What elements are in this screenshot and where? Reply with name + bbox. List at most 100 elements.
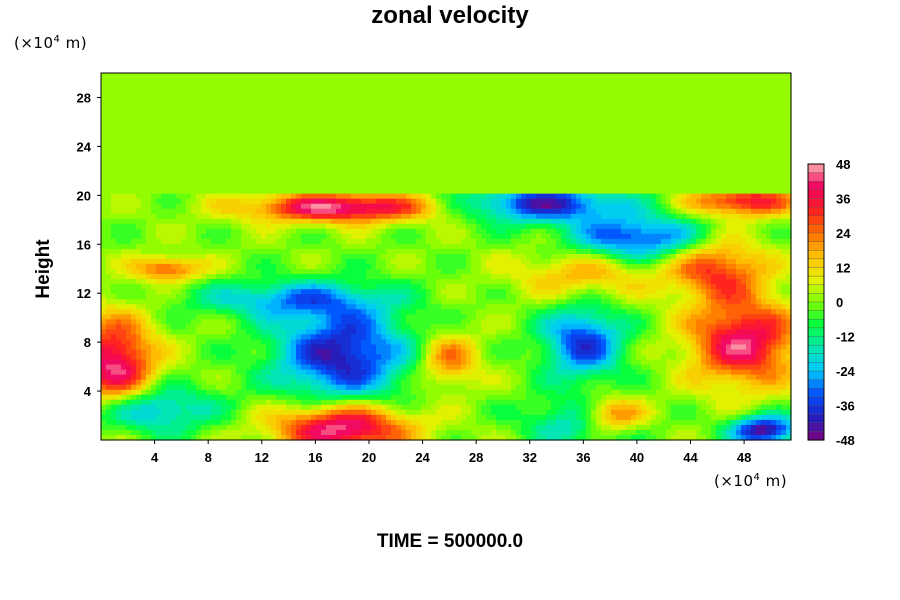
heatmap-cell (216, 163, 222, 170)
heatmap-cell (676, 143, 682, 150)
heatmap-cell (296, 238, 302, 245)
heatmap-cell (196, 158, 202, 165)
heatmap-cell (311, 98, 317, 104)
heatmap-cell (346, 183, 352, 190)
heatmap-cell (726, 78, 732, 84)
heatmap-cell (726, 228, 732, 235)
heatmap-cell (246, 83, 252, 89)
heatmap-cell (631, 168, 637, 175)
heatmap-cell (686, 128, 692, 134)
heatmap-cell (496, 183, 502, 190)
heatmap-cell (181, 113, 187, 119)
heatmap-cell (206, 178, 212, 185)
heatmap-cell (326, 98, 332, 104)
heatmap-cell (126, 128, 132, 134)
heatmap-cell (176, 248, 182, 255)
heatmap-cell (421, 93, 427, 99)
heatmap-cell (656, 78, 662, 84)
heatmap-cell (251, 128, 257, 134)
heatmap-cell (396, 83, 402, 89)
heatmap-cell (326, 248, 332, 255)
heatmap-cell (191, 163, 197, 170)
heatmap-cell (191, 218, 197, 225)
heatmap-cell (321, 223, 327, 230)
heatmap-cell (421, 188, 427, 195)
heatmap-cell (431, 143, 437, 150)
heatmap-cell (371, 218, 377, 225)
heatmap-cell (231, 248, 237, 255)
heatmap-cell (731, 248, 737, 255)
heatmap-cell (766, 248, 772, 255)
heatmap-cell (641, 128, 647, 134)
heatmap-cell (456, 228, 462, 235)
heatmap-cell (751, 128, 757, 134)
heatmap-cell (496, 73, 502, 79)
heatmap-cell (421, 123, 427, 129)
heatmap-cell (596, 188, 602, 195)
heatmap-cell (556, 103, 562, 109)
heatmap-cell (116, 218, 122, 225)
heatmap-cell (106, 73, 112, 79)
heatmap-cell (476, 218, 482, 225)
heatmap-cell (746, 78, 752, 84)
heatmap-cell (526, 93, 532, 99)
heatmap-cell (361, 138, 367, 144)
heatmap-cell (396, 143, 402, 150)
heatmap-cell (161, 193, 167, 200)
heatmap-cell (696, 158, 702, 165)
heatmap-cell (651, 183, 657, 190)
heatmap-cell (436, 248, 442, 255)
heatmap-cell (406, 103, 412, 109)
heatmap-cell (146, 203, 152, 210)
heatmap-cell (516, 153, 522, 160)
heatmap-cell (231, 128, 237, 134)
heatmap-cell (411, 218, 417, 225)
heatmap-cell (501, 178, 507, 185)
heatmap-cell (681, 168, 687, 175)
heatmap-cell (326, 148, 332, 155)
heatmap-cell (691, 108, 697, 114)
heatmap-cell (576, 158, 582, 165)
heatmap-cell (551, 163, 557, 170)
heatmap-cell (326, 218, 332, 225)
heatmap-cell (411, 198, 417, 205)
heatmap-cell (786, 188, 792, 195)
heatmap-cell (246, 153, 252, 160)
heatmap-cell (226, 203, 232, 210)
heatmap-cell (481, 193, 487, 200)
heatmap-cell (701, 93, 707, 99)
heatmap-cell (581, 98, 587, 104)
heatmap-cell (191, 153, 197, 160)
heatmap-cell (111, 123, 117, 129)
heatmap-cell (176, 148, 182, 155)
heatmap-cell (366, 128, 372, 134)
heatmap-cell (341, 83, 347, 89)
heatmap-cell (211, 223, 217, 230)
heatmap-cell (731, 203, 737, 210)
heatmap-cell (456, 193, 462, 200)
heatmap-cell (321, 198, 327, 205)
heatmap-cell (266, 158, 272, 165)
heatmap-cell (596, 208, 602, 215)
heatmap-cell (166, 183, 172, 190)
heatmap-cell (406, 108, 412, 114)
heatmap-cell (776, 148, 782, 155)
heatmap-cell (606, 193, 612, 200)
heatmap-cell (256, 228, 262, 235)
heatmap-cell (616, 208, 622, 215)
heatmap-cell (166, 148, 172, 155)
heatmap-cell (241, 188, 247, 195)
heatmap-cell (111, 73, 117, 79)
heatmap-cell (716, 228, 722, 235)
heatmap-cell (646, 108, 652, 114)
heatmap-cell (246, 118, 252, 124)
heatmap-cell (141, 153, 147, 160)
heatmap-cell (621, 188, 627, 195)
heatmap-cell (761, 73, 767, 79)
heatmap-cell (341, 198, 347, 205)
heatmap-cell (326, 168, 332, 175)
heatmap-cell (666, 178, 672, 185)
heatmap-cell (111, 253, 117, 260)
heatmap-cell (486, 98, 492, 104)
heatmap-cell (601, 183, 607, 190)
